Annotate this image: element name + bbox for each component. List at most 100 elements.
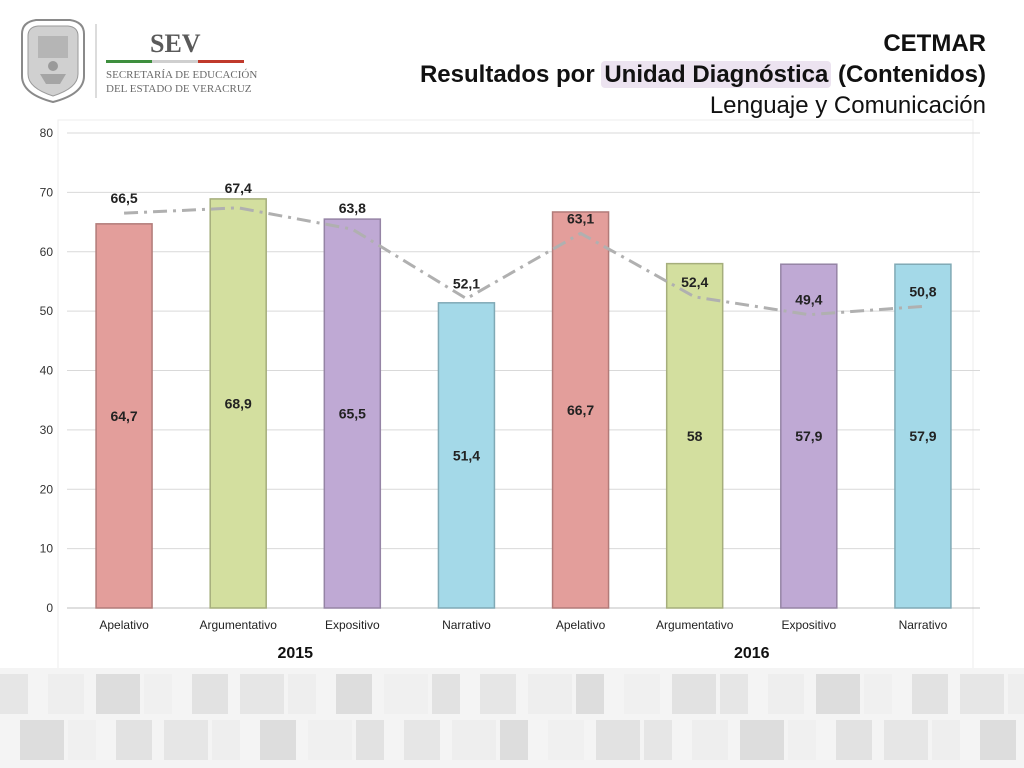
- footer-tile: [452, 720, 496, 760]
- footer-tile: [528, 674, 572, 714]
- bar: [780, 263, 838, 609]
- footer-tile: [864, 674, 892, 714]
- slide-subject: Lenguaje y Comunicación: [709, 92, 986, 119]
- footer-tile: [960, 674, 1004, 714]
- footer-tile: [260, 720, 296, 760]
- footer-tile: [576, 674, 604, 714]
- footer-tile: [672, 674, 716, 714]
- footer-tile: [144, 674, 172, 714]
- footer-tile: [480, 674, 516, 714]
- footer-tile: [240, 674, 284, 714]
- x-tick-label: Argumentativo: [200, 618, 278, 632]
- y-tick-label: 80: [40, 126, 54, 140]
- footer-tile: [548, 720, 584, 760]
- bar-value-label: 66,7: [567, 402, 594, 418]
- sev-brand-text: SEV: [150, 29, 201, 58]
- y-tick-label: 40: [40, 364, 54, 378]
- footer-tile: [768, 674, 804, 714]
- x-tick-label: Argumentativo: [656, 618, 734, 632]
- footer-tile: [836, 720, 872, 760]
- bar: [437, 302, 496, 609]
- bar-value-label: 65,5: [339, 406, 366, 422]
- y-tick-label: 20: [40, 482, 54, 496]
- bar: [323, 218, 382, 609]
- bar: [665, 262, 724, 609]
- footer-tile: [336, 674, 372, 714]
- bar-value-label: 58: [687, 428, 703, 444]
- footer-tile: [692, 720, 728, 760]
- footer-tile: [932, 720, 960, 760]
- footer-tile: [432, 674, 460, 714]
- bar-value-label: 64,7: [110, 408, 137, 424]
- footer-tile: [720, 674, 748, 714]
- footer-tile: [500, 720, 528, 760]
- footer-tile: [788, 720, 816, 760]
- bar-value-label: 68,9: [225, 395, 252, 411]
- footer-tile: [288, 674, 316, 714]
- bar: [95, 223, 153, 609]
- line-value-label: 50,8: [909, 283, 936, 299]
- sev-logo: SEV SECRETARÍA DE EDUCACIÓN DEL ESTADO D…: [21, 19, 257, 104]
- footer-tile: [308, 720, 352, 760]
- footer-tile: [404, 720, 440, 760]
- footer-tile: [0, 674, 28, 714]
- group-label: 2015: [277, 645, 313, 662]
- sev-line2-text: DEL ESTADO DE VERACRUZ: [106, 83, 252, 95]
- footer-tile: [884, 720, 928, 760]
- bar-value-label: 57,9: [909, 428, 936, 444]
- line-value-label: 63,1: [567, 210, 594, 226]
- y-tick-label: 50: [40, 304, 54, 318]
- line-value-label: 66,5: [110, 190, 137, 206]
- y-tick-label: 0: [46, 601, 53, 615]
- group-label: 2016: [734, 645, 770, 662]
- footer-tile: [48, 674, 84, 714]
- x-tick-label: Narrativo: [442, 618, 491, 632]
- slide-subtitle: Resultados por Unidad Diagnóstica (Conte…: [420, 59, 986, 90]
- footer-tile: [816, 674, 860, 714]
- footer-tile: [624, 674, 660, 714]
- footer-tile: [740, 720, 784, 760]
- x-tick-label: Apelativo: [99, 618, 149, 632]
- bar: [209, 198, 267, 609]
- x-tick-label: Narrativo: [899, 618, 948, 632]
- y-tick-label: 70: [40, 185, 54, 199]
- bar-value-label: 51,4: [453, 447, 480, 463]
- footer-tile: [164, 720, 208, 760]
- line-value-label: 52,1: [453, 276, 480, 292]
- footer-tile: [96, 674, 140, 714]
- footer-tile: [212, 720, 240, 760]
- subtitle-post: (Contenidos): [831, 61, 986, 88]
- footer-tile: [384, 674, 428, 714]
- x-tick-label: Expositivo: [325, 618, 380, 632]
- x-tick-label: Apelativo: [556, 618, 606, 632]
- footer-tile: [980, 720, 1016, 760]
- line-value-label: 52,4: [681, 274, 708, 290]
- footer-pattern: [0, 668, 1024, 768]
- footer-tile: [356, 720, 384, 760]
- subtitle-highlight: Unidad Diagnóstica: [601, 61, 832, 88]
- bar: [551, 211, 610, 609]
- x-tick-label: Expositivo: [781, 618, 836, 632]
- slide-title: CETMAR: [883, 30, 986, 57]
- footer-tile: [192, 674, 228, 714]
- bar: [894, 263, 952, 609]
- veracruz-shield-icon: [21, 19, 85, 104]
- slide-header: CETMAR Resultados por Unidad Diagnóstica…: [420, 28, 986, 121]
- footer-tile: [116, 720, 152, 760]
- y-tick-label: 30: [40, 423, 54, 437]
- y-tick-label: 10: [40, 542, 54, 556]
- footer-tile: [596, 720, 640, 760]
- line-value-label: 49,4: [795, 292, 822, 308]
- footer-tile: [912, 674, 948, 714]
- subtitle-pre: Resultados por: [419, 61, 602, 88]
- footer-tile: [68, 720, 96, 760]
- bar-value-label: 57,9: [795, 428, 822, 444]
- footer-tile: [20, 720, 64, 760]
- sev-line1-text: SECRETARÍA DE EDUCACIÓN: [106, 69, 257, 81]
- footer-tile: [644, 720, 672, 760]
- line-value-label: 63,8: [339, 200, 366, 216]
- y-tick-label: 60: [40, 245, 54, 259]
- line-value-label: 67,4: [225, 180, 252, 196]
- footer-tile: [1008, 674, 1024, 714]
